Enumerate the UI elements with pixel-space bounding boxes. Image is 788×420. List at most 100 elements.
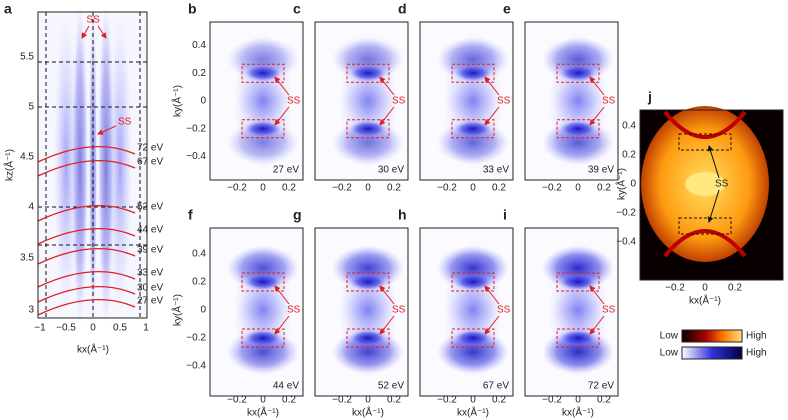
intensity: [560, 274, 596, 290]
energy-label: 72 eV: [588, 381, 614, 392]
ss-box: [241, 63, 285, 83]
x-tick-label: 0: [470, 183, 476, 194]
ss-label: SS: [287, 96, 301, 107]
x-tick-label: 0.2: [492, 395, 506, 406]
frame: [639, 109, 784, 281]
arrow: [379, 315, 395, 335]
panel-label: j: [647, 89, 652, 105]
x-tick-label: 1: [143, 323, 149, 334]
energy-label: 39 eV: [137, 245, 163, 256]
y-tick-label: −0.4: [186, 361, 206, 372]
arrow: [589, 285, 605, 305]
x-tick-label: 0.2: [492, 183, 506, 194]
ss-box: [346, 328, 390, 348]
energy-label: 52 eV: [378, 381, 404, 392]
x-tick-label: −0.2: [332, 183, 352, 194]
arc: [37, 248, 136, 265]
y-axis-label: kz(Å⁻¹): [3, 149, 16, 181]
intensity: [437, 246, 509, 290]
intensity: [108, 15, 132, 315]
frame: [37, 11, 148, 319]
intensity: [245, 330, 281, 346]
ss-label: SS: [497, 305, 511, 316]
frame: [314, 227, 409, 397]
intensity: [447, 81, 499, 121]
y-tick-label: 0.2: [622, 150, 636, 161]
intensity: [332, 330, 404, 374]
x-tick-label: −0.5: [56, 323, 76, 334]
x-axis-label: kx(Å⁻¹): [77, 343, 109, 356]
x-tick-label: −0.2: [437, 183, 457, 194]
x-tick-label: 0: [702, 283, 708, 294]
arrow: [97, 125, 117, 135]
intensity: [350, 274, 386, 290]
x-tick-label: 0: [365, 395, 371, 406]
frame: [209, 21, 304, 181]
x-tick-label: 0.2: [728, 283, 742, 294]
intensity: [552, 81, 604, 121]
arrow: [274, 76, 290, 96]
ss-box: [556, 272, 600, 292]
panel-label: e: [503, 1, 511, 17]
intensity: [542, 246, 614, 290]
intensity: [342, 290, 394, 330]
x-axis-label: kx(Å⁻¹): [689, 294, 721, 307]
colorbar: [681, 329, 743, 343]
y-tick-label: 5.5: [20, 52, 34, 63]
y-tick-label: 0: [200, 305, 206, 316]
y-tick-label: −0.4: [186, 151, 206, 162]
ss-box: [346, 272, 390, 292]
x-tick-label: 0.2: [597, 183, 611, 194]
frame: [419, 21, 514, 181]
ss-box: [556, 328, 600, 348]
intensity: [245, 65, 281, 82]
intensity: [245, 274, 281, 290]
y-tick-label: 0.4: [622, 121, 636, 132]
arrow: [97, 25, 107, 39]
x-axis-label: kx(Å⁻¹): [562, 406, 594, 419]
intensity: [89, 5, 97, 325]
panel-label: d: [398, 1, 407, 17]
x-axis-label: kx(Å⁻¹): [352, 406, 384, 419]
intensity: [332, 246, 404, 290]
ss-curve: [663, 229, 747, 258]
y-tick-label: −0.2: [616, 208, 636, 219]
y-tick-label: −0.2: [186, 333, 206, 344]
intensity: [332, 37, 404, 82]
ss-label: SS: [287, 305, 301, 316]
arrow: [379, 76, 395, 96]
energy-label: 33 eV: [137, 268, 163, 279]
arrow: [707, 189, 720, 223]
ss-box: [241, 272, 285, 292]
ss-box: [451, 119, 495, 139]
ss-box: [451, 328, 495, 348]
intensity: [342, 81, 394, 121]
panel-label: i: [503, 207, 507, 223]
intensity: [350, 330, 386, 346]
arc: [37, 271, 136, 288]
arrow: [484, 315, 500, 335]
energy-label: 30 eV: [378, 165, 404, 176]
panel-label: h: [398, 207, 407, 223]
arrow: [274, 315, 290, 335]
x-tick-label: 0: [365, 183, 371, 194]
intensity: [227, 246, 299, 290]
intensity: [227, 330, 299, 374]
panel-label: f: [188, 207, 193, 223]
ss-box: [556, 119, 600, 139]
frame: [524, 227, 619, 397]
y-tick-label: 3.5: [20, 253, 34, 264]
ss-box: [556, 63, 600, 83]
x-tick-label: 0: [260, 183, 266, 194]
ss-label: SS: [602, 96, 616, 107]
arrow: [589, 315, 605, 335]
energy-label: 72 eV: [137, 143, 163, 154]
energy-label: 27 eV: [137, 296, 163, 307]
x-tick-label: 0: [470, 395, 476, 406]
arc: [37, 299, 136, 316]
frame: [419, 227, 514, 397]
ss-curve: [663, 110, 747, 139]
arrow: [274, 285, 290, 305]
x-axis-label: kx(Å⁻¹): [457, 406, 489, 419]
x-tick-label: 0: [575, 395, 581, 406]
